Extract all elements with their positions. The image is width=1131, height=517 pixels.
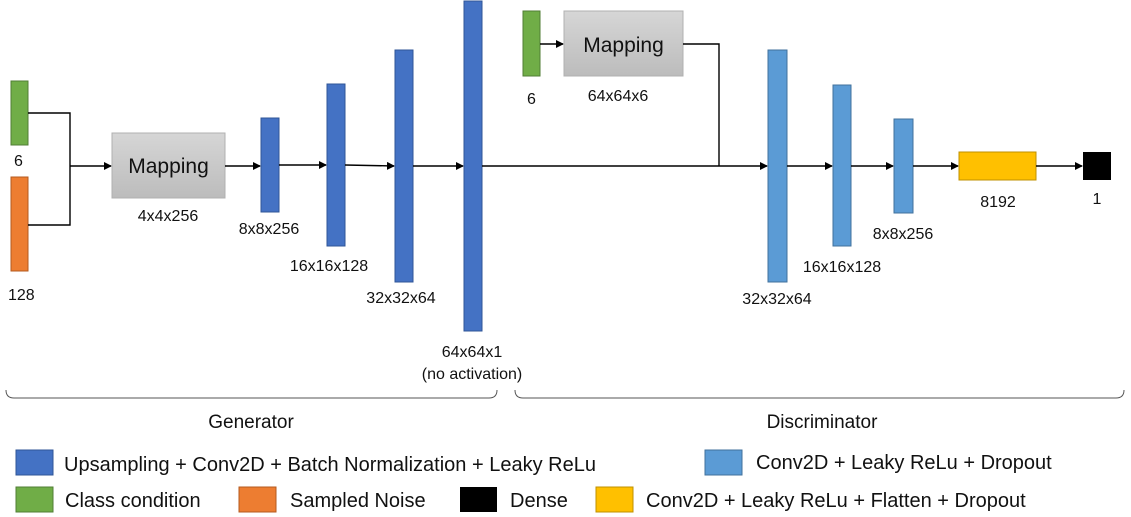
generator-class-input-block [10, 80, 29, 146]
legend-swatch-class-condition [15, 486, 54, 513]
generator-mapping-box [111, 132, 226, 199]
discriminator-bracket [514, 389, 1125, 399]
generator-block-32x32x64 [394, 49, 414, 283]
generator-section-label: Generator [208, 412, 294, 433]
discriminator-layer-label-2: 16x16x128 [803, 259, 881, 276]
discriminator-section-label: Discriminator [767, 412, 879, 433]
generator-layer-label-1: 8x8x256 [239, 221, 300, 238]
legend-swatch-conv-leaky-dropout [704, 449, 743, 476]
generator-mapping-title: Mapping [128, 155, 209, 178]
discriminator-block-8x8x256 [893, 118, 914, 214]
discriminator-mapping-title: Mapping [583, 34, 664, 57]
generator-bracket [5, 389, 498, 399]
discriminator-dense-label: 1 [1093, 191, 1102, 208]
discriminator-class-input-label: 6 [527, 91, 536, 108]
generator-output-label-line2: (no activation) [422, 366, 523, 383]
generator-noise-input-label: 128 [8, 287, 35, 304]
generator-output-label-line1: 64x64x1 [442, 344, 503, 361]
discriminator-block-16x16x128 [832, 84, 852, 247]
discriminator-layer-label-1: 32x32x64 [742, 291, 811, 308]
discriminator-dense-block [1083, 152, 1111, 180]
discriminator-mapping-output-label: 64x64x6 [588, 88, 649, 105]
discriminator-block-32x32x64 [767, 49, 788, 283]
generator-noise-input-block [10, 176, 29, 272]
discriminator-class-input-block [522, 10, 541, 77]
generator-noise-connector [28, 166, 71, 226]
legend-text-conv-flatten: Conv2D + Leaky ReLu + Flatten + Dropout [646, 490, 1026, 512]
legend-text-upsampling: Upsampling + Conv2D + Batch Normalizatio… [64, 454, 596, 476]
legend-swatch-upsampling [15, 449, 54, 476]
legend-swatch-sampled-noise [238, 486, 277, 513]
discriminator-flatten-block [958, 151, 1037, 181]
legend-text-conv-leaky-dropout: Conv2D + Leaky ReLu + Dropout [756, 452, 1052, 474]
generator-output-block-64x64x1 [463, 0, 483, 332]
discriminator-mapping-connector [683, 43, 720, 166]
legend-swatch-dense [460, 487, 497, 512]
generator-class-connector [28, 112, 71, 166]
legend-swatch-conv-flatten [595, 486, 634, 513]
generator-block-8x8x256 [260, 117, 280, 213]
legend-text-class-condition: Class condition [65, 490, 201, 512]
generator-block-16x16x128 [326, 83, 346, 247]
generator-arrow-3 [344, 161, 395, 170]
legend-text-sampled-noise: Sampled Noise [290, 490, 426, 512]
generator-layer-label-2: 16x16x128 [290, 258, 368, 275]
generator-class-input-label: 6 [14, 153, 23, 170]
generator-mapping-output-label: 4x4x256 [138, 208, 199, 225]
generator-layer-label-3: 32x32x64 [366, 290, 435, 307]
discriminator-layer-label-3: 8x8x256 [873, 226, 934, 243]
discriminator-flatten-label: 8192 [980, 194, 1016, 211]
legend-text-dense: Dense [510, 490, 568, 512]
